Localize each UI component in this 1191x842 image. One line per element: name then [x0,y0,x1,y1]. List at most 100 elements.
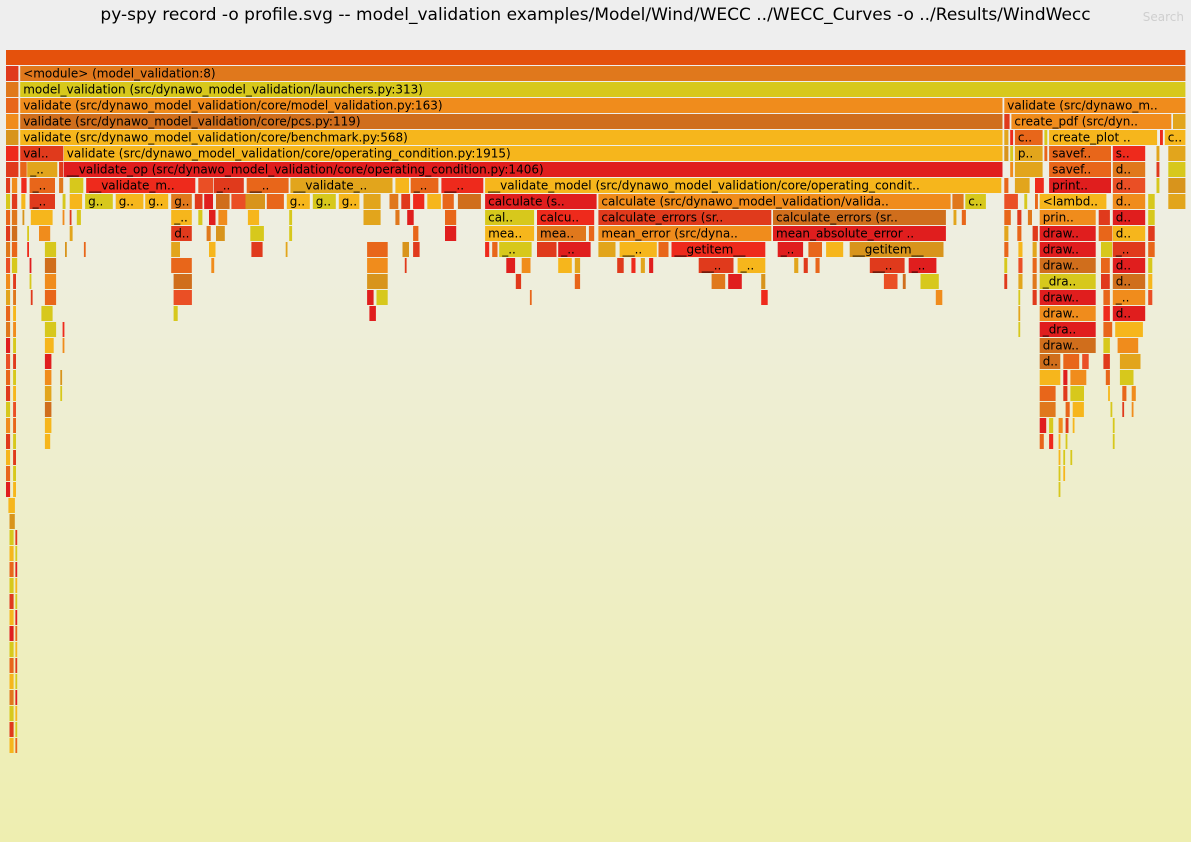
flame-frame[interactable] [60,386,63,401]
flame-frame[interactable]: g.. [85,194,113,209]
flame-bar[interactable] [376,290,388,305]
flame-frame[interactable] [1017,226,1022,241]
flame-bar[interactable] [266,194,284,209]
flame-bar[interactable] [13,274,16,289]
flame-bar[interactable] [20,98,1003,113]
flame-bar[interactable] [1039,322,1096,337]
flame-bar[interactable] [15,530,18,545]
flame-bar[interactable] [60,370,63,385]
flame-bar[interactable] [115,194,144,209]
flame-frame[interactable]: d.. [1112,306,1146,321]
flame-bar[interactable] [245,194,266,209]
flame-frame[interactable] [521,258,531,273]
flame-frame[interactable] [1063,370,1068,385]
flame-frame[interactable] [1063,354,1080,369]
flame-bar[interactable] [76,210,81,225]
flame-bar[interactable] [1039,194,1107,209]
flame-bar[interactable] [1103,290,1110,305]
flame-bar[interactable] [206,226,211,241]
flame-frame[interactable] [15,594,18,609]
flame-bar[interactable] [445,210,457,225]
flame-frame[interactable] [1072,418,1075,433]
flame-bar[interactable] [1168,162,1186,177]
flame-bar[interactable] [13,418,16,433]
flame-bar[interactable] [1004,274,1008,289]
flame-frame[interactable] [1058,450,1061,465]
flame-bar[interactable] [1112,274,1146,289]
flame-bar[interactable] [367,274,388,289]
flame-bar[interactable] [173,274,192,289]
flame-frame[interactable] [59,178,64,193]
flame-frame[interactable]: _.. [908,258,937,273]
flame-bar[interactable] [44,274,57,289]
flame-frame[interactable] [761,274,766,289]
flame-frame[interactable] [15,738,18,753]
flame-bar[interactable] [369,306,376,321]
flame-frame[interactable]: calculate_errors (sr.. [773,210,946,225]
flame-bar[interactable] [218,210,228,225]
flame-bar[interactable] [6,146,19,161]
flame-bar[interactable] [1004,146,1009,161]
flame-frame[interactable] [1103,322,1113,337]
flame-frame[interactable] [6,130,19,145]
flame-bar[interactable] [367,242,388,257]
flame-bar[interactable] [11,194,18,209]
flame-bar[interactable] [9,738,14,753]
flame-frame[interactable] [6,370,11,385]
flame-frame[interactable] [1105,370,1110,385]
flame-frame[interactable] [15,706,18,721]
flame-frame[interactable]: __.. [246,178,289,193]
flame-bar[interactable] [44,370,52,385]
flame-frame[interactable] [15,546,18,561]
flame-frame[interactable] [11,178,18,193]
flame-bar[interactable] [737,258,766,273]
flame-frame[interactable] [1058,482,1061,497]
flame-bar[interactable] [6,402,11,417]
flame-bar[interactable] [826,242,844,257]
flame-frame[interactable] [209,210,216,225]
flame-bar[interactable] [1112,242,1146,257]
flame-bar[interactable] [15,562,18,577]
flame-frame[interactable] [6,50,1186,65]
flame-bar[interactable] [6,242,11,257]
flame-frame[interactable]: _.. [499,242,532,257]
flame-bar[interactable] [1039,258,1096,273]
flame-frame[interactable] [44,370,52,385]
flame-frame[interactable] [1024,194,1028,209]
flame-frame[interactable]: __.. [619,242,657,257]
flame-bar[interactable] [492,242,498,257]
flame-bar[interactable] [1004,194,1018,209]
flame-bar[interactable] [1024,194,1028,209]
flame-bar[interactable] [6,162,19,177]
flame-bar[interactable] [29,194,55,209]
flame-bar[interactable] [1058,434,1061,449]
flame-bar[interactable] [1117,338,1139,353]
flame-bar[interactable] [1164,130,1186,145]
flame-bar[interactable] [1058,466,1061,481]
flame-frame[interactable] [9,642,14,657]
flame-frame[interactable] [588,226,595,241]
flame-frame[interactable] [442,194,454,209]
flame-frame[interactable] [6,402,11,417]
flame-frame[interactable]: model_validation (src/dynawo_model_valid… [20,82,1186,97]
flame-bar[interactable] [85,194,113,209]
flame-bar[interactable] [15,738,18,753]
flame-frame[interactable]: mea.. [537,226,586,241]
flame-bar[interactable] [9,674,14,689]
flame-frame[interactable] [44,354,52,369]
flame-frame[interactable] [1156,178,1160,193]
flame-frame[interactable]: g.. [145,194,169,209]
flame-frame[interactable]: c.. [1164,130,1186,145]
flame-frame[interactable] [1168,146,1186,161]
flame-frame[interactable]: _.. [737,258,766,273]
flame-frame[interactable]: d.. [171,226,192,241]
flame-frame[interactable] [76,210,81,225]
flame-bar[interactable] [11,258,18,273]
flame-frame[interactable] [369,306,376,321]
flame-frame[interactable] [69,178,84,193]
flame-bar[interactable] [6,450,11,465]
flame-frame[interactable] [1070,370,1087,385]
flame-bar[interactable] [1039,418,1047,433]
flame-frame[interactable]: mean_absolute_error .. [773,226,946,241]
flame-frame[interactable] [6,98,19,113]
